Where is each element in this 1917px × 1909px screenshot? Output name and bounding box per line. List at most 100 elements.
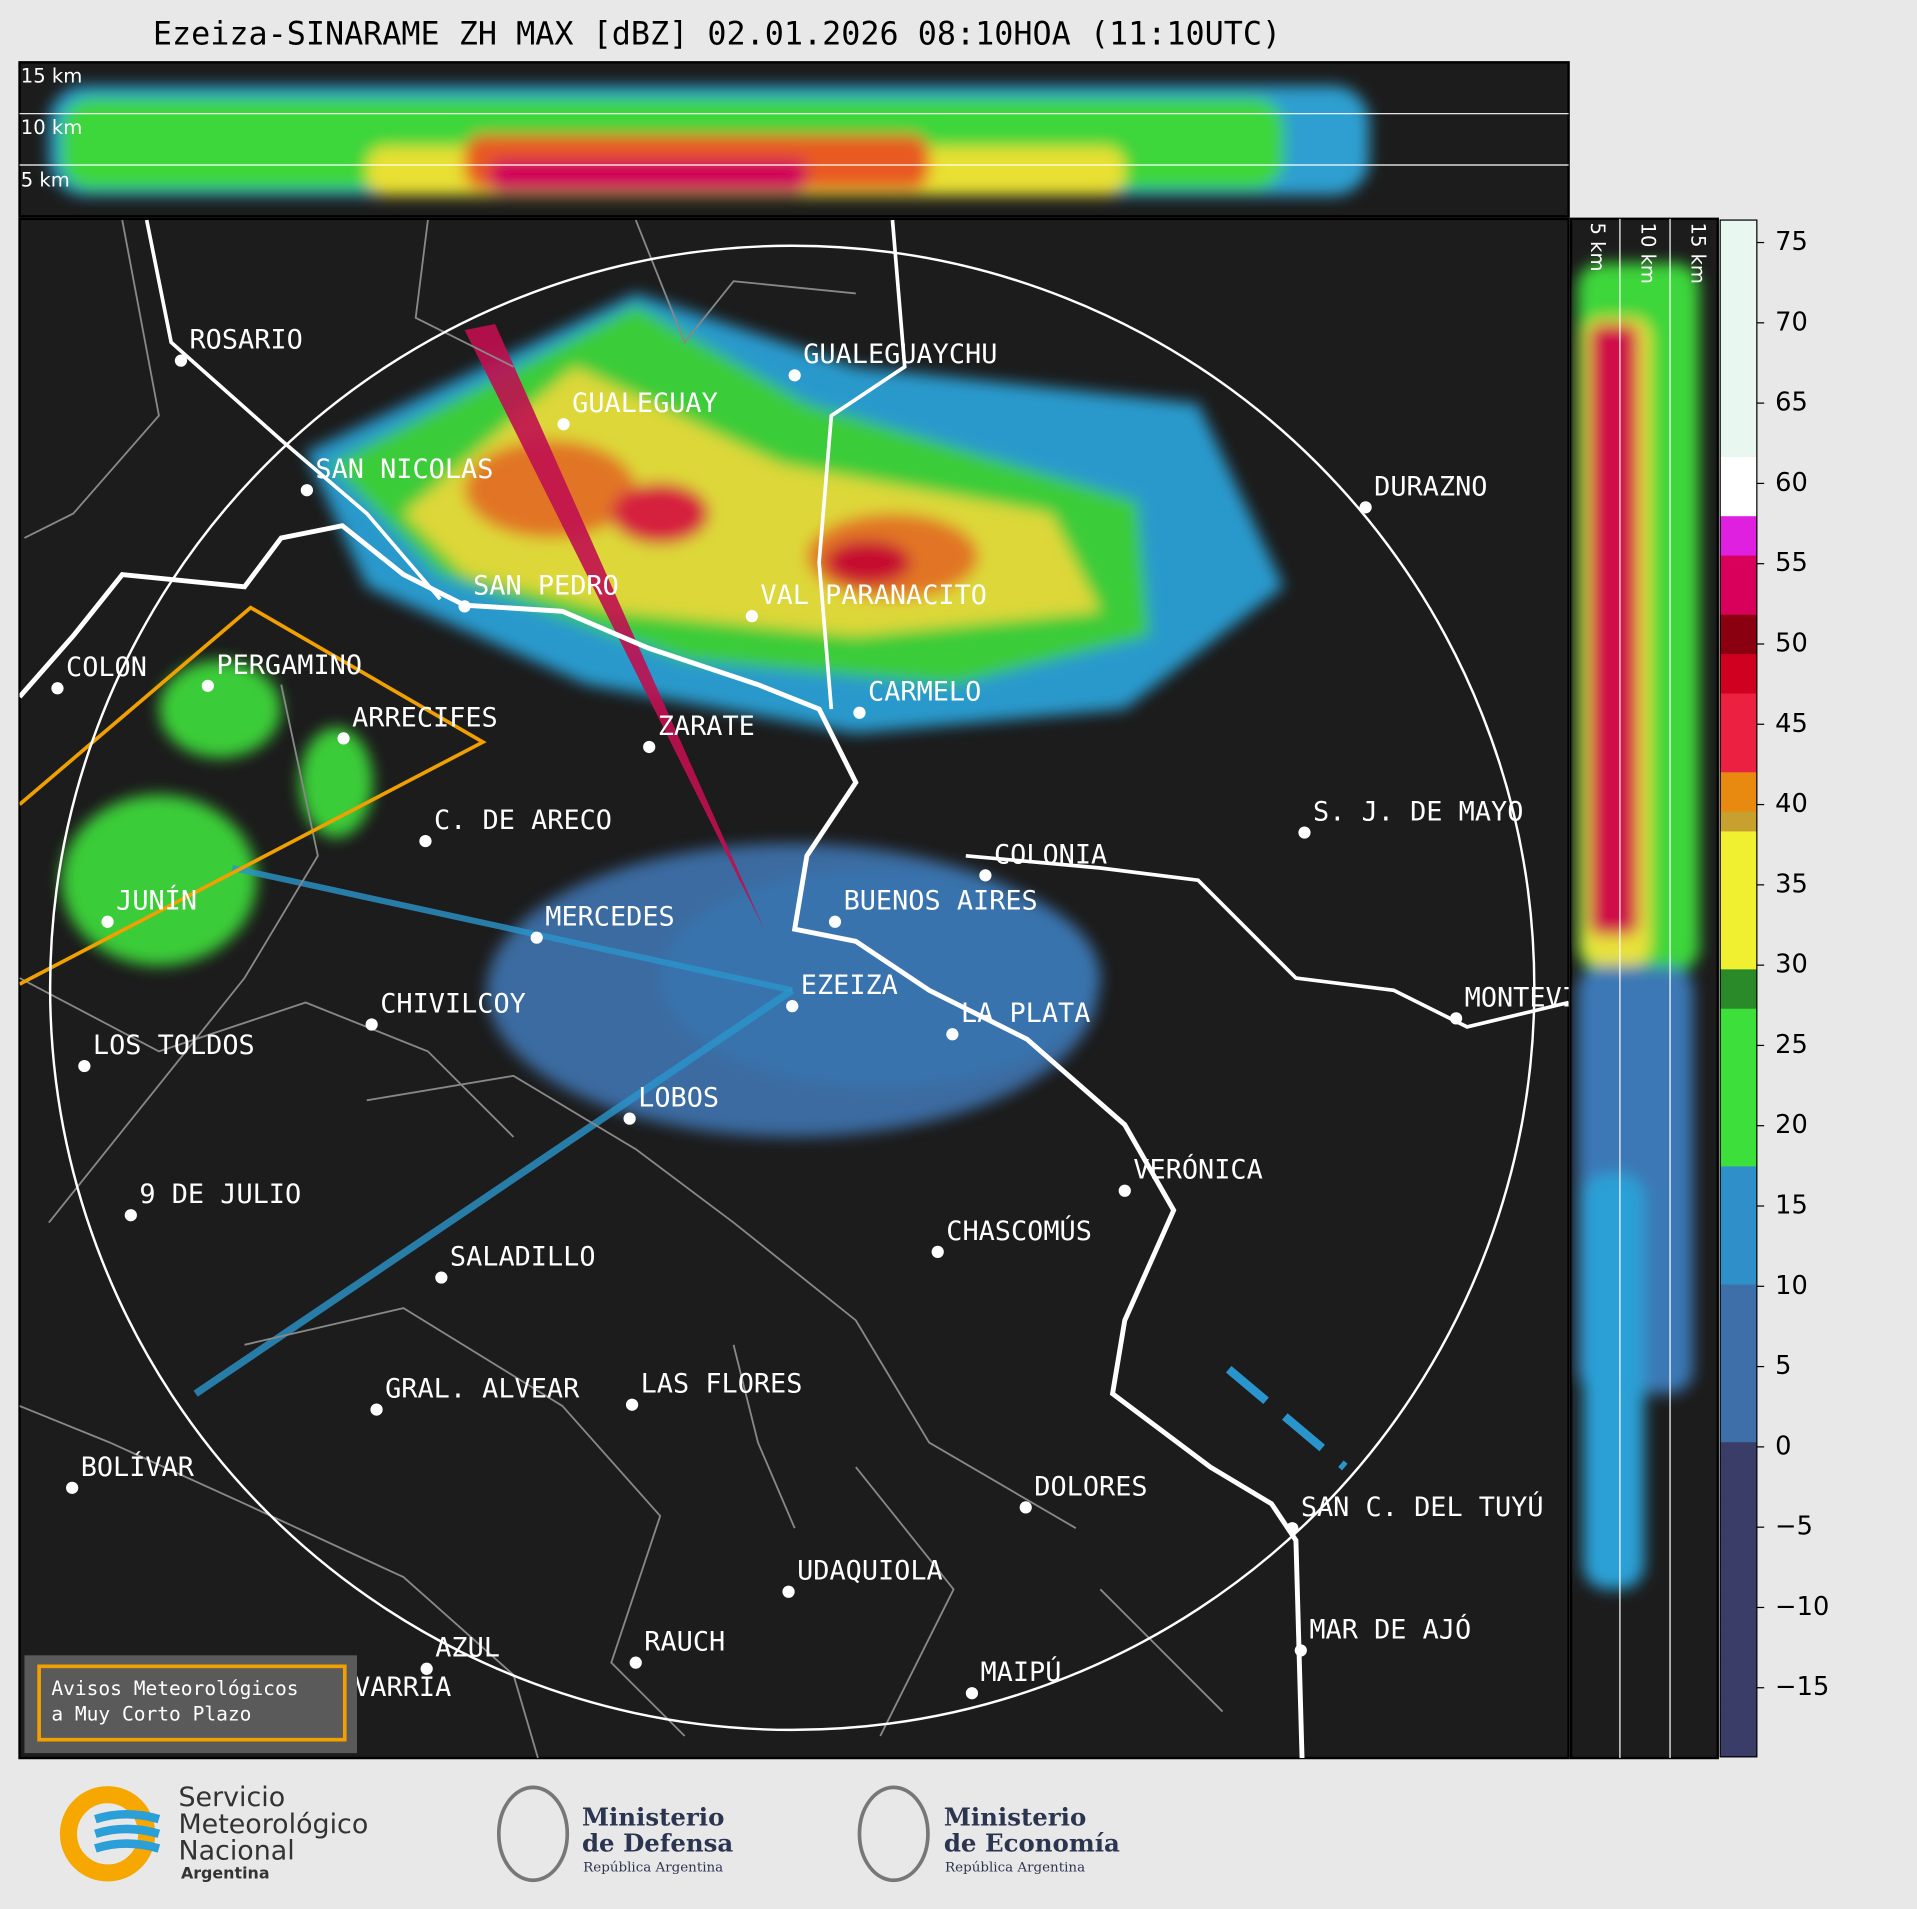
colorbar-cell bbox=[1720, 1500, 1757, 1521]
colorbar-cell bbox=[1720, 1677, 1757, 1699]
colorbar-cell bbox=[1720, 850, 1757, 871]
colorbar-tick-label: 40 bbox=[1775, 789, 1808, 819]
colorbar-cell bbox=[1720, 239, 1757, 261]
range-ring bbox=[48, 244, 1536, 1732]
colorbar-cell bbox=[1720, 1638, 1757, 1659]
colorbar-cell bbox=[1720, 1520, 1757, 1541]
logo-icon bbox=[94, 1810, 161, 1853]
colorbar-cell bbox=[1720, 1441, 1757, 1462]
echo-spike bbox=[231, 865, 793, 994]
city-label: AZUL bbox=[435, 1633, 500, 1664]
city-dot bbox=[625, 1398, 639, 1411]
colorbar-tick-label: −15 bbox=[1775, 1672, 1829, 1702]
city-dot bbox=[965, 1687, 979, 1700]
colorbar-cell bbox=[1720, 653, 1757, 674]
colorbar-tick-label: 75 bbox=[1775, 227, 1808, 257]
colorbar-cell bbox=[1720, 1146, 1757, 1167]
city-dot bbox=[853, 706, 866, 719]
colorbar-cell bbox=[1720, 1264, 1757, 1285]
colorbar-cell bbox=[1720, 1185, 1757, 1206]
colorbar-tick-label: 45 bbox=[1775, 709, 1808, 739]
city-dot bbox=[124, 1209, 137, 1222]
colorbar-tick-label: 25 bbox=[1775, 1030, 1808, 1060]
city-label: MAIPÚ bbox=[981, 1656, 1062, 1688]
echo bbox=[61, 293, 1284, 1137]
colorbar-cell bbox=[1720, 594, 1757, 615]
city-label: SALADILLO bbox=[450, 1241, 596, 1272]
logo-text: Ministerio bbox=[944, 1803, 1086, 1832]
colorbar-cell bbox=[1720, 811, 1757, 832]
height-label: 10 km bbox=[21, 116, 82, 139]
colorbar-tick-label: 60 bbox=[1775, 468, 1808, 498]
city-dot bbox=[1118, 1184, 1131, 1197]
colorbar-cell bbox=[1720, 870, 1757, 891]
colorbar-cell bbox=[1720, 791, 1757, 812]
colorbar-cell bbox=[1720, 357, 1757, 379]
colorbar-cell bbox=[1720, 495, 1757, 517]
colorbar-cell bbox=[1720, 889, 1757, 911]
city-label: 9 DE JULIO bbox=[139, 1179, 301, 1210]
colorbar-tick-label: −5 bbox=[1775, 1512, 1813, 1542]
city-dot bbox=[201, 679, 214, 692]
city-dot bbox=[643, 740, 656, 754]
colorbar-cell bbox=[1720, 456, 1757, 477]
city-label: C. DE ARECO bbox=[434, 805, 612, 836]
logo-text: Meteorológico bbox=[178, 1809, 368, 1840]
city-dot bbox=[629, 1656, 642, 1669]
colorbar-tick-label: 15 bbox=[1775, 1191, 1808, 1221]
height-echo bbox=[48, 85, 1370, 196]
colorbar: −15 −10 −5 0 5 10 15 20 25 30 35 40 45 50 55 60 65 70 75 bbox=[1720, 220, 1829, 1758]
city-dot bbox=[1449, 1012, 1463, 1025]
colorbar-cell bbox=[1720, 220, 1757, 241]
map-content: ROSARIO GUALEGUAYCHU GUALEGUAY SAN NICOLAS D… bbox=[19, 219, 1569, 1759]
colorbar-cell bbox=[1720, 338, 1757, 359]
city-label: JUNÍN bbox=[116, 885, 197, 917]
colorbar-cell bbox=[1720, 1047, 1757, 1068]
city-dot bbox=[1298, 826, 1311, 839]
logo-text: de Economía bbox=[944, 1828, 1120, 1857]
echo-spike bbox=[193, 987, 795, 1397]
city-label: GUALEGUAYCHU bbox=[803, 339, 997, 370]
city-dot bbox=[1019, 1501, 1032, 1514]
colorbar-cell bbox=[1720, 574, 1757, 596]
colorbar-tick-label: 0 bbox=[1775, 1431, 1791, 1461]
colorbar-cell bbox=[1720, 909, 1757, 930]
colorbar-cell bbox=[1720, 614, 1757, 635]
warning-text: Avisos Meteorológicos bbox=[51, 1677, 298, 1700]
warning-box-bg bbox=[24, 1655, 357, 1754]
colorbar-tick-label: 5 bbox=[1775, 1351, 1791, 1381]
city-dot bbox=[365, 1018, 378, 1031]
colorbar-tick-label: 65 bbox=[1775, 388, 1808, 418]
economia-logo: Ministerio de Economía República Argenti… bbox=[857, 1785, 1120, 1883]
echo-streak bbox=[464, 323, 765, 930]
smn-logo: Servicio Meteorológico Nacional Argentin… bbox=[59, 1782, 368, 1883]
colorbar-cell bbox=[1720, 1224, 1757, 1246]
colorbar-cell bbox=[1720, 1540, 1757, 1561]
colorbar-cell bbox=[1720, 436, 1757, 458]
height-label: 5 km bbox=[21, 168, 70, 191]
logo-icon bbox=[857, 1785, 930, 1883]
city-label: SAN C. DEL TUYÚ bbox=[1301, 1491, 1544, 1523]
colorbar-cell bbox=[1720, 318, 1757, 339]
city-dot bbox=[300, 484, 313, 497]
city-dot bbox=[557, 418, 570, 431]
city-label: VAL PARANACITO bbox=[760, 580, 987, 611]
boundaries bbox=[19, 219, 1224, 1759]
colorbar-tick-label: 55 bbox=[1775, 548, 1808, 578]
colorbar-cell bbox=[1720, 1205, 1757, 1226]
colorbar-cell bbox=[1720, 929, 1757, 950]
city-label: GRAL. ALVEAR bbox=[385, 1374, 580, 1405]
colorbar-cell bbox=[1720, 771, 1757, 793]
colorbar-cell bbox=[1720, 554, 1757, 576]
colorbar-cell bbox=[1720, 279, 1757, 300]
colorbar-cell bbox=[1720, 1067, 1757, 1088]
logo-text: Argentina bbox=[181, 1864, 270, 1883]
colorbar-cell bbox=[1720, 1244, 1757, 1265]
colorbar-cell bbox=[1720, 397, 1757, 418]
city-label: SAN NICOLAS bbox=[315, 454, 493, 485]
colorbar-cell bbox=[1720, 1599, 1757, 1620]
colorbar-tick-label: 30 bbox=[1775, 950, 1808, 980]
city-label: BOLÍVAR bbox=[81, 1451, 195, 1483]
colorbar-cell bbox=[1720, 1323, 1757, 1344]
city-label: DOLORES bbox=[1034, 1471, 1147, 1502]
